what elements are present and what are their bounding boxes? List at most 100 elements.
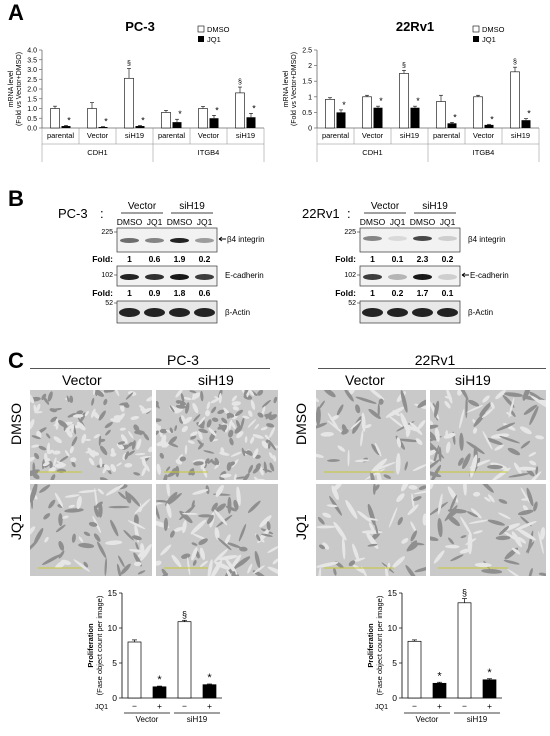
cell-shape [54,492,64,508]
cell-shape [156,418,162,423]
cell-shape [116,563,122,576]
band-b-actin [437,308,458,317]
cell-shape [159,452,165,459]
cell-shape [252,465,261,474]
cell-shape [136,428,142,436]
cell-shape [405,564,418,576]
y-tick-label: 15 [108,588,118,598]
cell-shape [160,544,172,556]
panel-letter-a: A [8,0,24,25]
cell-shape [98,410,106,421]
marker-102: 102 [101,272,113,279]
y-tick-label: 4.0 [27,48,37,55]
cell-shape [253,476,260,480]
cell-shape [268,452,274,459]
cell-shape [166,503,172,519]
cell-shape [444,400,451,409]
cell-shape [462,453,471,470]
cell-shape [73,559,91,572]
cell-shape [58,550,65,559]
cell-shape [113,415,122,420]
row-label-jq1-22rv1: JQ1 [293,514,309,540]
x-tick-label: parental [433,131,460,140]
cell-shape [322,542,330,550]
band-b-actin [194,308,215,317]
cell-shape [400,484,410,492]
cell-shape [118,555,125,568]
cell-shape [450,554,464,562]
cell-shape [389,416,404,428]
significance-star: * [215,105,219,115]
cell-shape [104,557,107,576]
cell-shape [507,569,527,576]
prolif-bar [432,682,447,699]
cell-shape [447,515,460,527]
cell-shape [185,402,190,414]
cell-shape [259,515,272,528]
marker-225: 225 [344,229,356,236]
cell-shape [273,396,278,404]
jq1-sign: − [182,701,187,711]
cell-shape [54,560,64,569]
cell-shape [165,491,178,506]
cell-shape [199,560,208,567]
cell-shape [204,458,210,464]
cell-shape [468,519,489,524]
fold-value: 1.8 [174,288,186,298]
cell-shape [68,504,75,508]
cell-shape [267,566,278,576]
micro-divider-pc3 [30,368,270,369]
bar-jq1 [521,120,531,128]
cell-shape [231,401,242,406]
cell-shape [491,467,511,480]
cell-shape [367,543,378,547]
cell-shape [94,487,98,510]
cell-shape [404,461,408,471]
blot-vector-label: Vector [371,201,400,212]
blot-membrane-e-cadherin [359,265,461,287]
prolif-bar [152,686,167,699]
fold-value: 1 [127,288,132,298]
significance-mark: * [487,667,492,679]
blot-lane-label: DMSO [167,217,193,227]
cell-shape [76,496,82,510]
cell-shape [235,476,247,479]
cell-shape [371,443,380,456]
mrna-chart-pc3: 0.0 0.5 1.0 1.5 2.0 2.5 3.0 3.5 4.0 mRNA level(Fo… [8,25,265,162]
cell-shape [410,530,418,542]
cell-shape [59,455,69,462]
fold-value: 0.1 [442,288,454,298]
cell-shape [120,434,128,444]
cell-shape [191,542,198,546]
cell-shape [397,516,403,526]
cell-shape [30,419,35,430]
band-e-cadherin [363,274,382,280]
bar-dmso [235,92,245,129]
cell-shape [259,465,264,476]
cell-shape [269,440,277,451]
fold-label: Fold: [92,288,113,298]
cell-shape [127,520,146,530]
cell-shape [156,500,170,503]
cell-shape [521,498,530,501]
fold-value: 1 [370,288,375,298]
micrograph-pc3-sih19-dmso [156,390,278,480]
bar-dmso [124,77,134,129]
cell-shape [518,466,536,471]
x-tick-label: siH19 [236,131,255,140]
cell-shape [368,390,385,401]
cell-shape [58,513,63,527]
significance-star: * [379,96,383,106]
x-tick-label: Vector [473,131,495,140]
cell-shape [336,404,344,416]
cell-shape [352,564,365,574]
y-tick-label: 2.5 [27,77,37,84]
cell-shape [373,461,396,471]
cell-shape [361,412,366,432]
cell-shape [316,422,328,429]
cell-shape [198,416,206,426]
cell-shape [156,422,161,430]
cell-shape [528,568,533,576]
cell-shape [227,496,232,514]
cell-shape [239,546,248,552]
